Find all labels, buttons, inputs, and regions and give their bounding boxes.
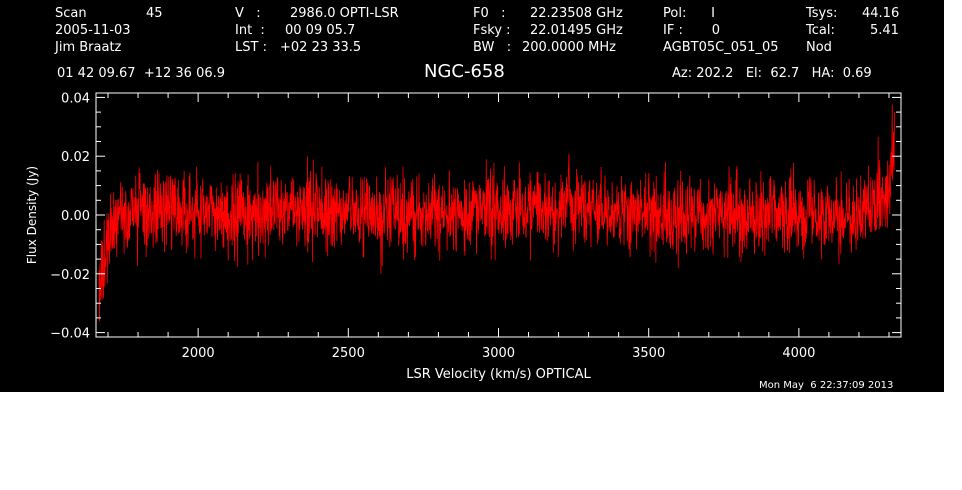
obs-mode: Nod <box>806 40 832 55</box>
tsys-label: Tsys: <box>806 6 838 21</box>
velocity-value: 2986.0 OPTI-LSR <box>290 6 399 21</box>
spectrum-chart: 2000 2500 3000 3500 4000 −0.04 −0.02 0.00 0.02 0… <box>25 91 902 382</box>
y-tick-label: −0.02 <box>50 268 90 283</box>
scan-number: 45 <box>146 6 163 21</box>
x-axis-label: LSR Velocity (km/s) OPTICAL <box>406 367 591 382</box>
fsky-value: 22.01495 GHz <box>530 23 623 38</box>
y-tick-label: 0.00 <box>61 209 90 224</box>
spectrum-plot-window: Scan 45 2005-11-03 Jim Braatz V : 2986.0… <box>0 0 944 392</box>
bandwidth-label: BW : <box>473 40 512 55</box>
velocity-label: V : <box>235 6 261 21</box>
polarization: Pol: I <box>663 6 715 21</box>
source-coordinates: 01 42 09.67 +12 36 06.9 <box>57 66 226 81</box>
plot-timestamp: Mon May 6 22:37:09 2013 <box>759 380 894 391</box>
fsky-label: Fsky : <box>473 23 511 38</box>
integration-label: Int : <box>235 23 265 38</box>
lst-label: LST : <box>235 40 267 55</box>
az-el-ha: Az: 202.2 El: 62.7 HA: 0.69 <box>672 66 872 81</box>
y-tick-label: −0.04 <box>50 327 90 342</box>
bandwidth-value: 200.0000 MHz <box>522 40 616 55</box>
observation-date: 2005-11-03 <box>55 23 131 38</box>
x-tick-label: 2500 <box>332 346 365 361</box>
observer-name: Jim Braatz <box>55 40 122 55</box>
tsys-value: 44.16 <box>862 6 900 21</box>
f0-value: 22.23508 GHz <box>530 6 623 21</box>
y-tick-label: 0.02 <box>61 150 90 165</box>
x-tick-label: 3000 <box>482 346 515 361</box>
tcal-label: Tcal: <box>806 23 835 38</box>
if-number: IF : 0 <box>663 23 721 38</box>
spectrum-trace <box>98 104 896 322</box>
project-id: AGBT05C_051_05 <box>663 40 779 55</box>
source-name: NGC-658 <box>424 61 505 82</box>
f0-label: F0 : <box>473 6 506 21</box>
scan-label: Scan <box>55 6 87 21</box>
y-axis-label: Flux Density (Jy) <box>25 166 39 264</box>
lst-value: +02 23 33.5 <box>280 40 362 55</box>
y-tick-label: 0.04 <box>61 91 90 106</box>
integration-value: 00 09 05.7 <box>285 23 356 38</box>
tcal-value: 5.41 <box>870 23 899 38</box>
x-tick-label: 2000 <box>182 346 215 361</box>
x-tick-label: 4000 <box>782 346 815 361</box>
x-tick-label: 3500 <box>632 346 665 361</box>
